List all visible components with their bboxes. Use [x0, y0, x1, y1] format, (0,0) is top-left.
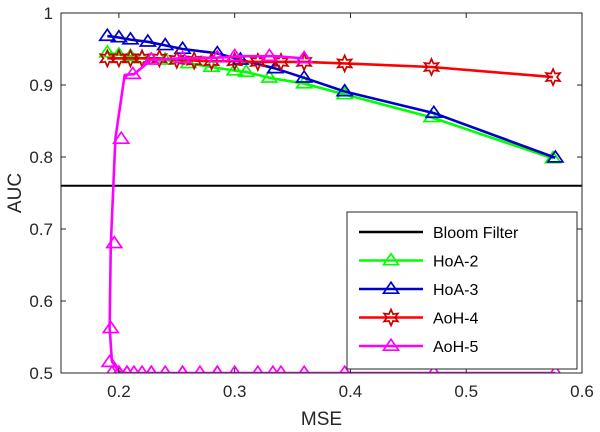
data-point-aoh-5	[145, 364, 157, 373]
data-point-aoh-5	[295, 50, 314, 64]
y-tick-label: 0.9	[29, 76, 53, 95]
data-point-hoa-3	[173, 40, 192, 55]
data-point-aoh-4	[335, 53, 354, 74]
series-line-hoa-2	[107, 51, 554, 160]
plot-inner	[61, 27, 582, 373]
data-point-aoh-5	[194, 364, 206, 373]
legend-label-hoa-3: HoA-3	[433, 282, 478, 299]
y-tick-label: 0.7	[29, 220, 53, 239]
data-point-hoa-2	[260, 69, 279, 83]
data-point-hoa-3	[156, 37, 175, 51]
x-tick-label: 0.5	[454, 382, 478, 401]
legend-marker-aoh-5	[381, 337, 401, 352]
legend-label-bloom-filter: Bloom Filter	[433, 225, 519, 242]
data-point-hoa-2	[225, 62, 244, 76]
x-tick-label: 0.3	[223, 382, 247, 401]
y-tick-label: 0.6	[29, 292, 53, 311]
data-point-aoh-5	[428, 364, 440, 373]
legend-marker-hoa-3	[381, 280, 401, 295]
data-point-hoa-3	[546, 149, 565, 163]
data-point-aoh-5	[105, 235, 124, 249]
data-point-aoh-5	[123, 65, 142, 80]
x-tick-label: 0.2	[107, 382, 131, 401]
data-point-aoh-5	[142, 51, 161, 65]
data-point-hoa-3	[121, 31, 140, 45]
data-point-aoh-4	[185, 50, 203, 71]
x-axis-title: MSE	[301, 409, 342, 430]
data-point-aoh-4	[249, 51, 267, 73]
y-axis-title: AUC	[5, 173, 26, 213]
legend-label-aoh-4: AoH-4	[433, 311, 478, 328]
y-tick-label: 0.8	[29, 148, 53, 167]
data-point-aoh-5	[338, 364, 351, 373]
y-tick-label: 1	[44, 4, 53, 23]
data-point-aoh-5	[549, 364, 562, 373]
data-point-aoh-4	[544, 66, 562, 88]
axes: 0.2 0.3 0.4 0.5 0.6 0.5 0.6 0.7 0.8 0.9 1 MSE AUC	[5, 4, 594, 430]
data-point-aoh-5	[112, 130, 131, 145]
data-point-hoa-3	[138, 33, 157, 47]
data-point-hoa-3	[109, 29, 129, 43]
data-point-aoh-5	[229, 364, 241, 373]
series-line-hoa-3	[107, 34, 556, 159]
data-point-aoh-5	[101, 320, 120, 334]
legend-label-hoa-2: HoA-2	[433, 254, 478, 271]
plot-area	[61, 27, 582, 373]
data-point-aoh-5	[211, 364, 223, 373]
data-point-aoh-5	[159, 364, 171, 373]
legend-marker-aoh-4	[382, 307, 400, 328]
data-point-aoh-5	[225, 47, 244, 62]
x-tick-label: 0.4	[339, 382, 363, 401]
data-point-hoa-2	[98, 44, 117, 58]
axes-box	[60, 12, 583, 374]
x-tick-label: 0.6	[570, 382, 594, 401]
data-point-hoa-3	[335, 83, 354, 97]
data-point-aoh-5	[173, 50, 192, 64]
data-point-aoh-5	[208, 49, 227, 63]
data-point-aoh-5	[298, 364, 310, 373]
y-tick-label: 0.5	[29, 364, 53, 383]
data-point-hoa-2	[237, 63, 256, 78]
data-point-aoh-5	[267, 364, 279, 373]
data-point-hoa-3	[295, 69, 314, 83]
data-point-aoh-5	[176, 364, 189, 373]
legend: Bloom Filter HoA-2 HoA-3 AoH-4 AoH-5	[346, 211, 578, 370]
data-point-aoh-4	[168, 49, 186, 70]
data-point-aoh-5	[121, 364, 133, 373]
data-point-aoh-5	[100, 353, 119, 368]
data-point-hoa-3	[424, 104, 443, 119]
data-point-aoh-5	[260, 47, 279, 62]
data-point-aoh-5	[252, 364, 264, 373]
series-line-aoh-5	[108, 54, 556, 373]
data-point-hoa-3	[98, 27, 117, 42]
legend-label-aoh-5: AoH-5	[433, 339, 478, 356]
data-point-aoh-4	[422, 56, 441, 78]
data-point-aoh-5	[136, 364, 148, 373]
legend-marker-hoa-2	[381, 252, 401, 266]
